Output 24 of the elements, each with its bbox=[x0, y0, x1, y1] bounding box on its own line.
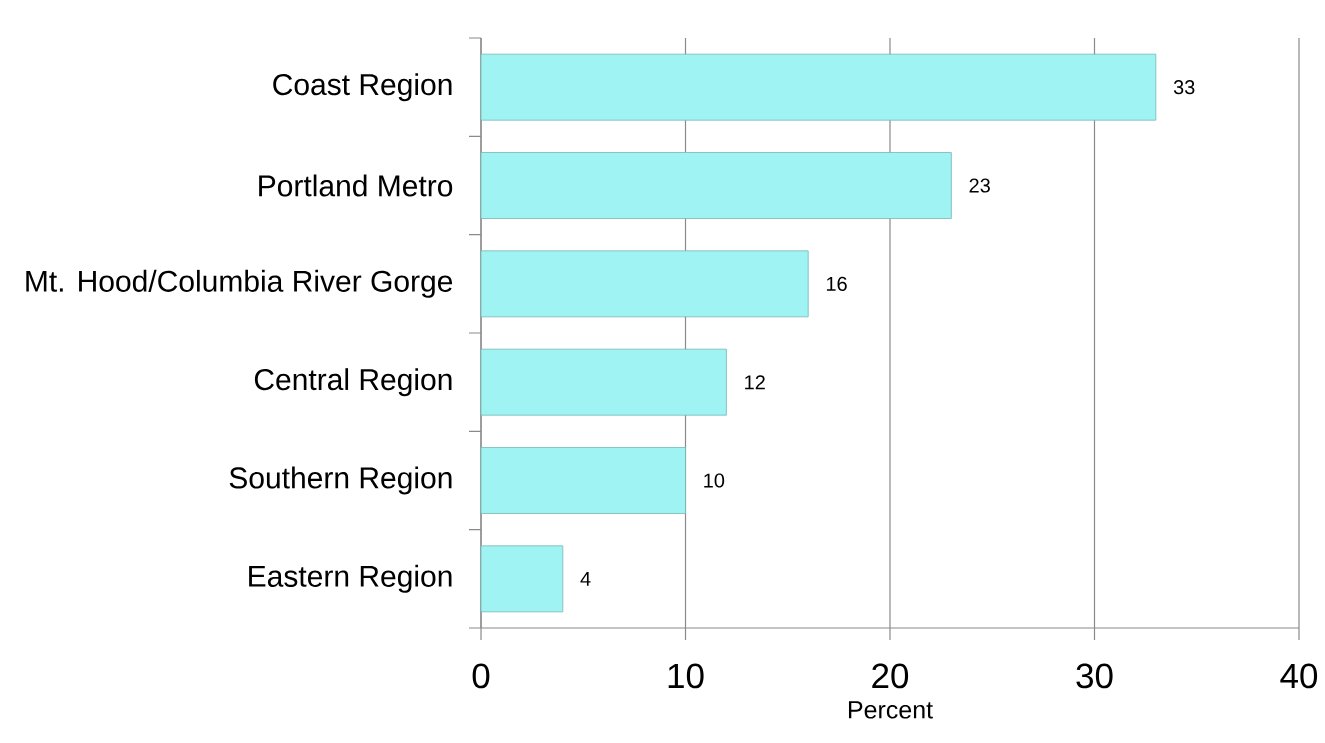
y-tick-label: Mt. Hood/Columbia River Gorge bbox=[26, 269, 453, 298]
y-tick-label: Southern Region bbox=[229, 466, 452, 495]
x-tick-label: 40 bbox=[1280, 663, 1318, 689]
y-tick-label: Portland Metro bbox=[259, 174, 453, 197]
bar bbox=[480, 152, 952, 219]
y-tick-label: Central Region bbox=[254, 368, 452, 397]
bar bbox=[480, 545, 564, 613]
x-tick-label: 10 bbox=[668, 663, 704, 689]
bar bbox=[480, 53, 1157, 121]
x-tick-label: 0 bbox=[472, 663, 490, 689]
data-label: 16 bbox=[826, 276, 847, 291]
data-label: 23 bbox=[969, 178, 990, 193]
data-label: 10 bbox=[704, 473, 725, 488]
data-label: 4 bbox=[580, 571, 591, 586]
data-label: 33 bbox=[1173, 80, 1195, 95]
bar bbox=[480, 250, 809, 318]
y-tick-label: Coast Region bbox=[273, 73, 452, 102]
y-tick-label: Eastern Region bbox=[249, 564, 452, 593]
data-label: 12 bbox=[745, 375, 765, 390]
bar bbox=[480, 348, 727, 416]
x-tick-label: 30 bbox=[1076, 663, 1113, 689]
x-axis-title: Percent bbox=[848, 701, 933, 719]
bar bbox=[480, 447, 686, 514]
x-tick-label: 20 bbox=[872, 663, 909, 689]
